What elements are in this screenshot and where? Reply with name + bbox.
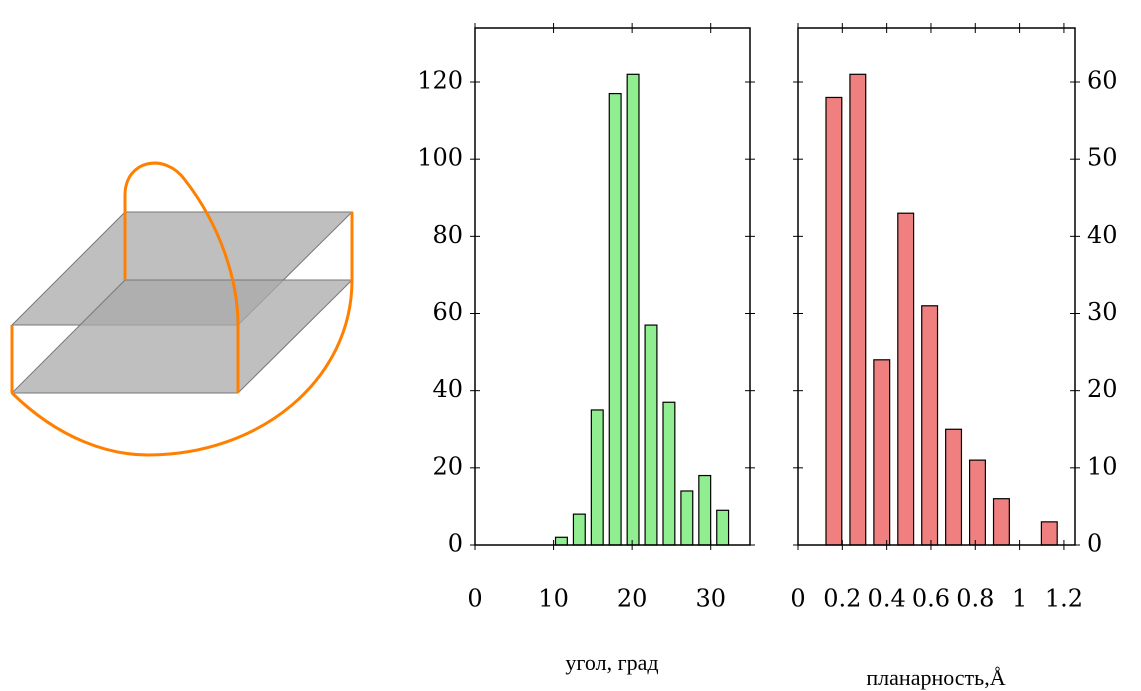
bar [590,409,604,546]
bar [572,513,586,546]
bar [680,490,694,546]
y-tick-label: 50 [1087,144,1118,172]
bar [921,305,939,546]
y-tick-label: 100 [417,144,463,172]
bar [626,73,640,546]
bar [716,509,730,546]
y-tick-label: 40 [1087,221,1118,249]
y-tick-label: 0 [1087,530,1102,558]
bar [945,428,963,546]
x-tick-label: 0.6 [912,585,950,613]
axes-frame [474,27,751,546]
x-tick-label: 30 [695,585,726,613]
bar [554,536,568,546]
bar [1040,521,1058,546]
x-tick-label: 0.4 [868,585,906,613]
x-tick-label: 0.2 [823,585,861,613]
bar [644,324,658,546]
y-tick-label: 60 [1087,67,1118,95]
x-tick-label: 1 [1012,585,1027,613]
x-tick-label: 0 [790,585,805,613]
y-tick-label: 20 [432,452,463,480]
bar [825,96,843,546]
bar [662,401,676,546]
y-tick-label: 60 [432,298,463,326]
x-axis-label: планарность,Å [866,665,1005,690]
x-axis-label: угол, град [565,650,658,675]
y-tick-label: 10 [1087,452,1118,480]
orange-curves [10,161,354,457]
bar [849,73,867,546]
y-tick-label: 0 [448,530,463,558]
x-tick-label: 20 [617,585,648,613]
x-tick-label: 10 [538,585,569,613]
x-tick-label: 0 [467,585,482,613]
bar [873,359,891,546]
bar [897,212,915,546]
bar [992,498,1010,546]
x-tick-label: 0.8 [956,585,994,613]
y-tick-label: 120 [417,67,463,95]
bar [968,459,986,546]
y-tick-label: 20 [1087,375,1118,403]
diagram [10,161,354,457]
y-tick-label: 40 [432,375,463,403]
bar [698,474,712,546]
x-tick-label: 1.2 [1045,585,1083,613]
axes-frame [797,27,1076,546]
y-tick-label: 80 [432,221,463,249]
bar [608,92,622,546]
y-tick-label: 30 [1087,298,1118,326]
